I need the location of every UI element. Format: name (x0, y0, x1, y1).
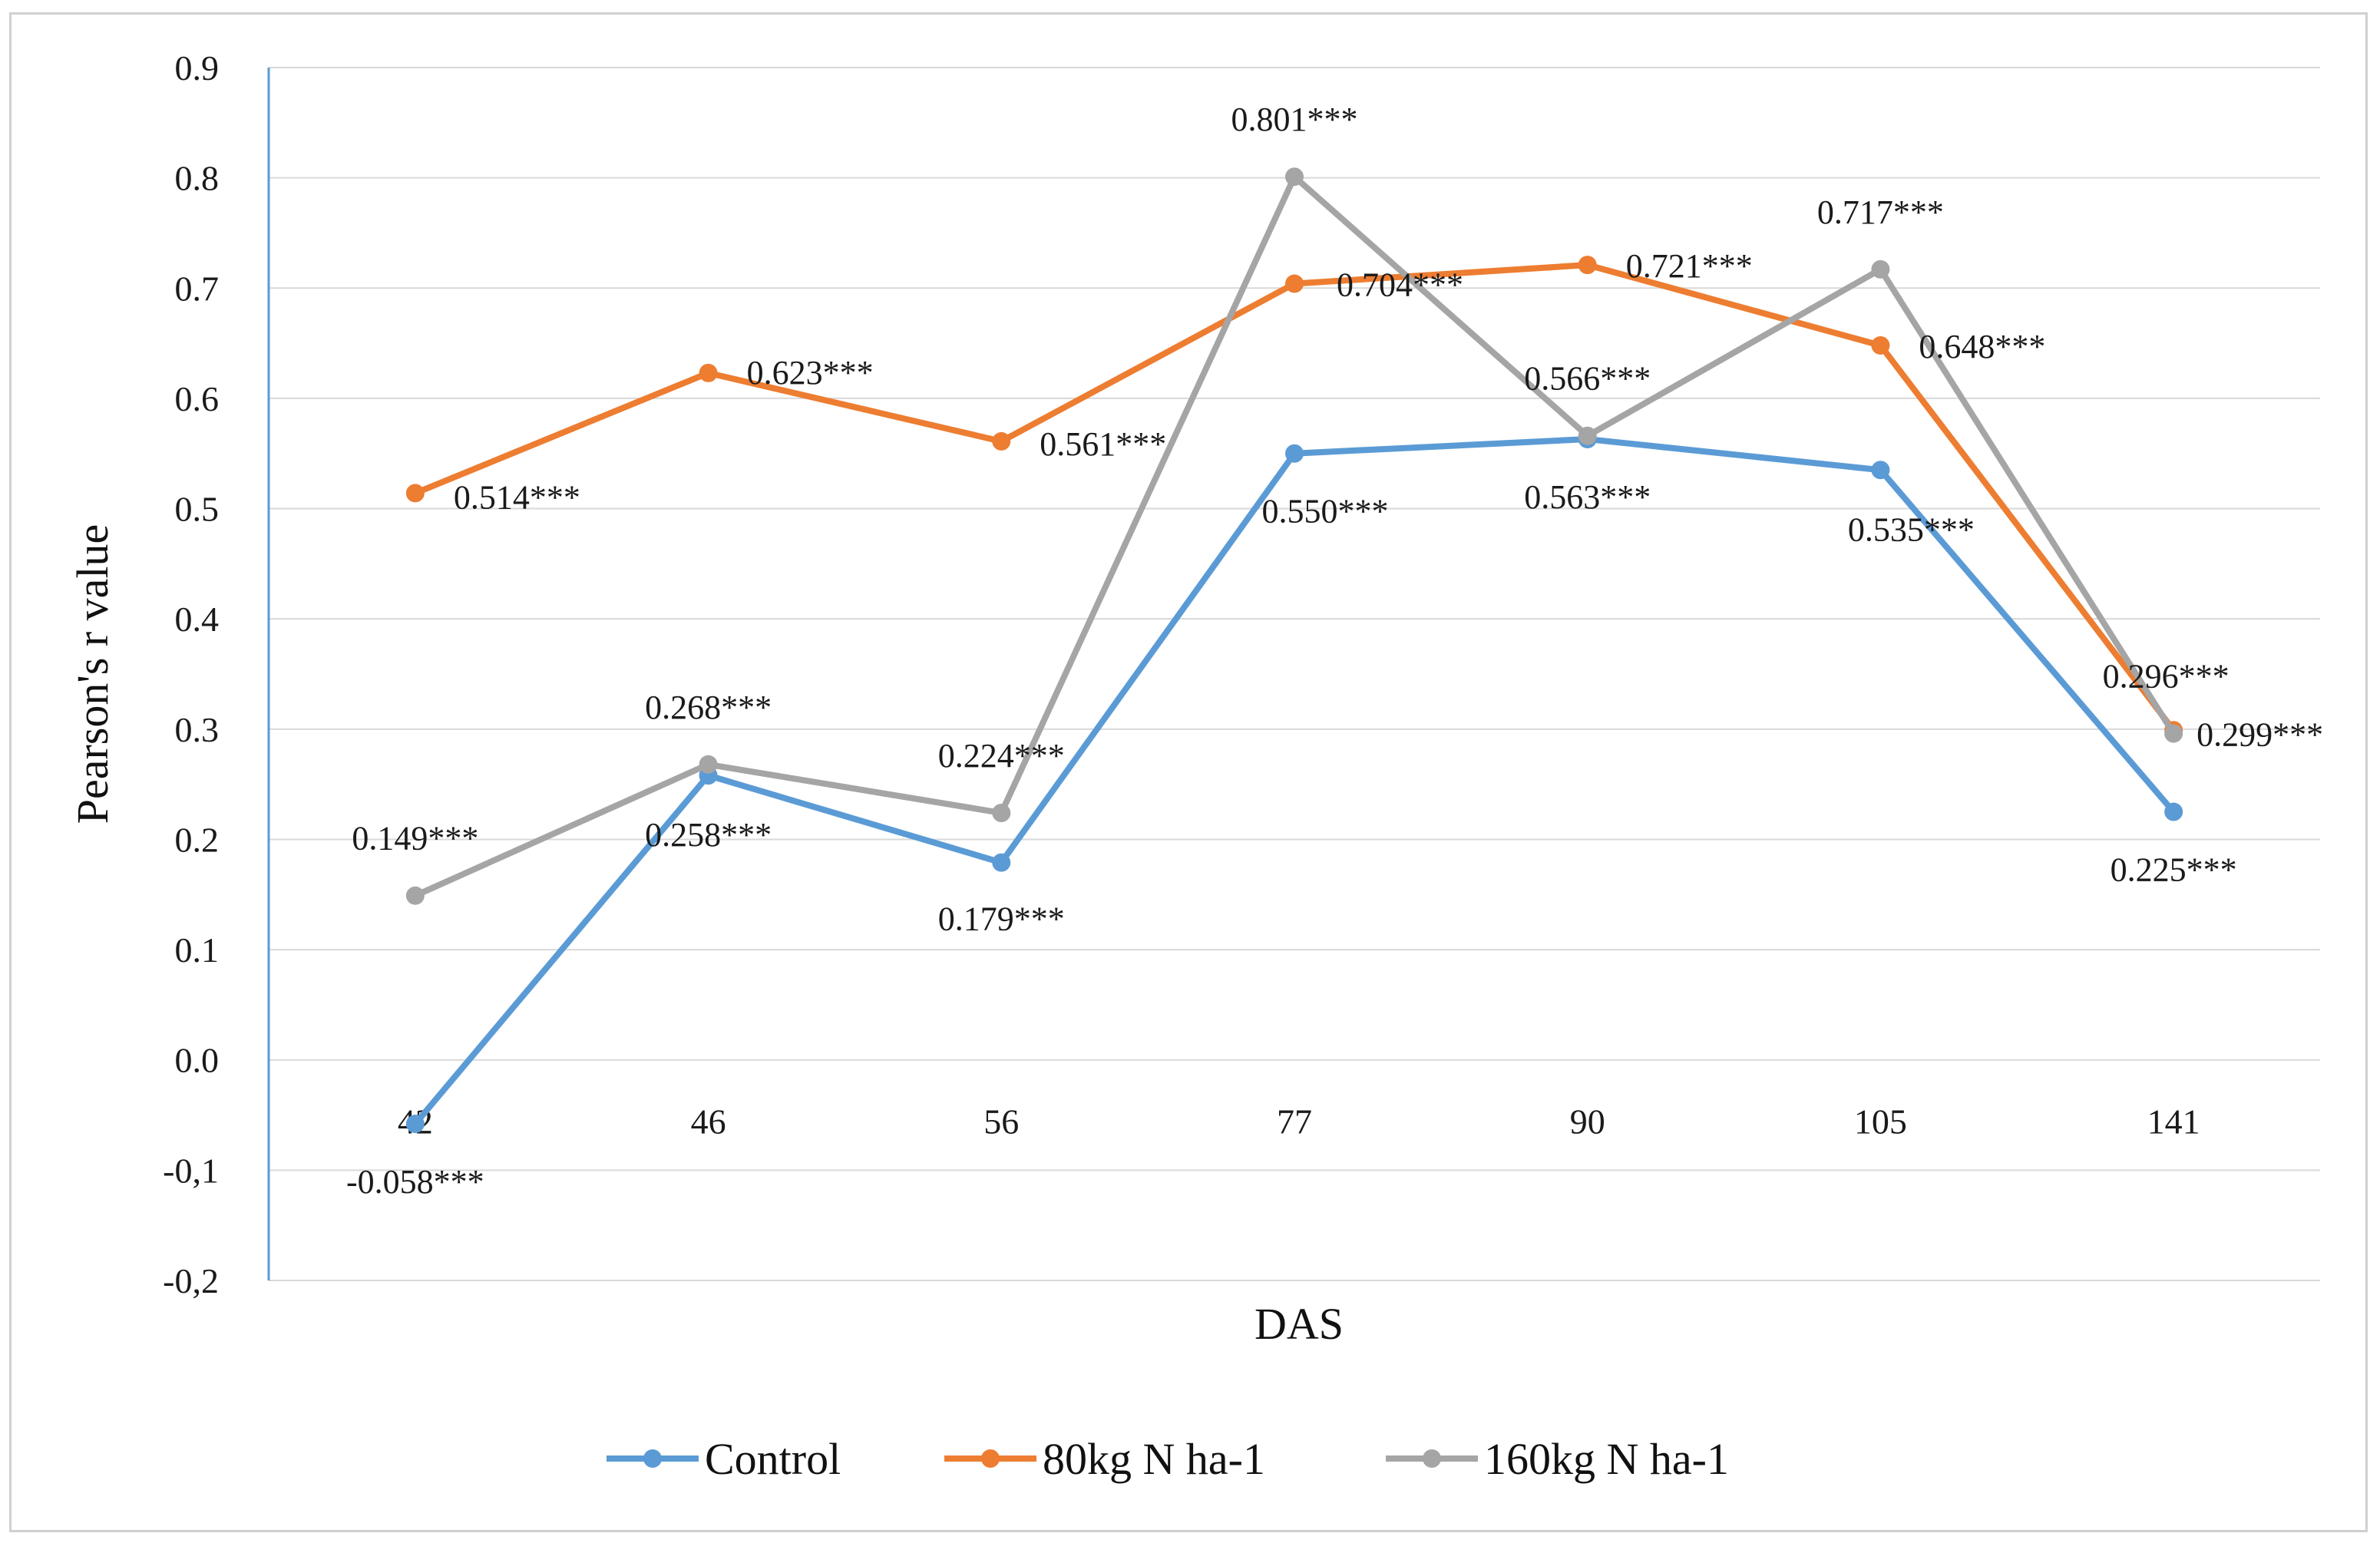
x-tick-label: 56 (983, 1102, 1019, 1142)
data-label: 0.717*** (1817, 193, 1944, 231)
data-label: 0.514*** (454, 478, 580, 516)
data-label: 0.550*** (1262, 493, 1389, 530)
data-label: 0.149*** (352, 820, 478, 857)
data-label: 0.535*** (1848, 510, 1975, 548)
data-label: 0.648*** (1919, 328, 2045, 365)
y-tick-label: 0.6 (175, 379, 220, 418)
data-label: 0.296*** (2103, 658, 2230, 696)
data-point (699, 755, 718, 774)
data-point (1285, 444, 1304, 463)
data-point (1871, 259, 1890, 279)
series-group (405, 167, 2183, 1134)
data-label: 0.566*** (1524, 360, 1651, 398)
data-point (1285, 274, 1304, 293)
y-tick-label: 0.7 (175, 269, 220, 308)
data-label: 0.268*** (645, 689, 772, 726)
legend-marker (1423, 1449, 1441, 1468)
legend-marker (981, 1449, 1000, 1468)
y-tick-label: -0,2 (163, 1261, 219, 1300)
data-label: -0.058*** (346, 1163, 484, 1201)
x-tick-label: 77 (1277, 1102, 1312, 1142)
data-point (1578, 256, 1597, 275)
x-tick-labels: 4246567790105141 (398, 1102, 2200, 1142)
y-tick-label: 0.9 (175, 48, 220, 88)
data-label: 0.561*** (1040, 425, 1166, 463)
data-point (992, 853, 1011, 872)
y-axis-title: Pearson's r value (68, 524, 117, 824)
data-labels: -0.058*** 0.258*** 0.179*** 0.550*** 0.563**… (346, 101, 2323, 1201)
legend-item-2: 160kg N ha-1 (1386, 1434, 1729, 1484)
data-label: 0.299*** (2197, 715, 2323, 753)
data-point (699, 363, 718, 382)
y-tick-label: 0.3 (175, 710, 220, 749)
data-label: 0.224*** (938, 737, 1065, 775)
legend-label: 80kg N ha-1 (1043, 1434, 1265, 1484)
data-point (1871, 461, 1890, 480)
x-tick-label: 46 (691, 1102, 726, 1142)
data-point (2164, 724, 2183, 743)
legend-label: 160kg N ha-1 (1484, 1434, 1729, 1484)
data-label: 0.179*** (938, 900, 1065, 938)
data-label: 0.801*** (1231, 101, 1358, 138)
y-tick-label: 0.2 (175, 820, 220, 859)
data-label: 0.704*** (1337, 266, 1463, 304)
chart-frame (9, 12, 2368, 1532)
data-point (1578, 426, 1597, 445)
data-label: 0.563*** (1524, 478, 1651, 516)
data-point (992, 803, 1011, 822)
data-label: 0.258*** (645, 816, 772, 854)
legend-label: Control (705, 1434, 841, 1484)
x-tick-label: 105 (1854, 1102, 1907, 1142)
data-point (1285, 167, 1304, 187)
y-tick-label: 0.8 (175, 159, 220, 198)
data-point (992, 431, 1011, 451)
data-point (405, 1115, 425, 1134)
y-tick-label: 0.0 (175, 1041, 220, 1080)
x-axis-title: DAS (1254, 1299, 1344, 1349)
series-2 (405, 167, 2183, 905)
legend-marker (643, 1449, 662, 1468)
data-point (1871, 335, 1890, 355)
y-tick-label: 0.5 (175, 490, 220, 529)
y-tick-labels: 0.9 0.8 0.7 0.6 0.5 0.4 0.3 0.2 0.1 0.0 -0,1 -0,2 (163, 48, 219, 1300)
data-label: 0.623*** (747, 354, 874, 392)
gridlines (269, 67, 2320, 1281)
x-tick-label: 141 (2147, 1102, 2200, 1142)
legend-item-0: Control (607, 1434, 841, 1484)
y-tick-label: 0.4 (175, 600, 220, 639)
data-label: 0.721*** (1626, 247, 1753, 285)
data-point (405, 484, 425, 503)
data-point (405, 886, 425, 905)
legend-item-1: 80kg N ha-1 (944, 1434, 1265, 1484)
data-label: 0.225*** (2111, 851, 2237, 889)
x-tick-label: 90 (1570, 1102, 1605, 1142)
y-tick-label: -0,1 (163, 1151, 219, 1190)
data-point (2164, 802, 2183, 821)
legend: Control 80kg N ha-1 160kg N ha-1 (607, 1434, 1729, 1484)
y-tick-label: 0.1 (175, 930, 220, 970)
